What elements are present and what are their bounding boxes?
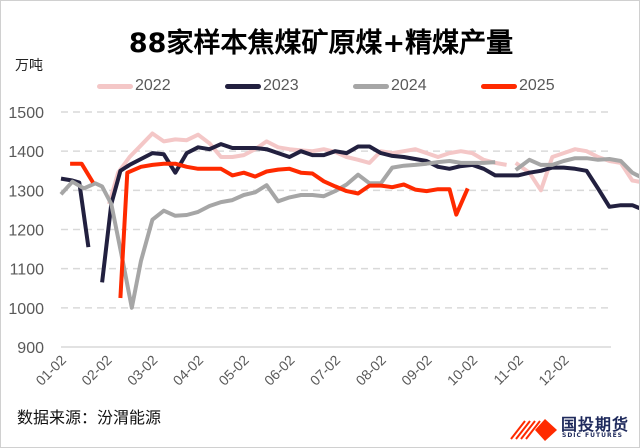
- x-tick-label: 05-02: [215, 352, 252, 389]
- y-tick-label: 1200: [8, 223, 44, 240]
- series-line-2025: [70, 161, 95, 184]
- x-tick-label: 10-02: [444, 352, 481, 389]
- series-line-2023: [100, 142, 639, 283]
- logo-mark-icon: [510, 419, 557, 441]
- series-line-2024: [59, 159, 496, 310]
- y-axis-unit-label: 万吨: [15, 58, 43, 74]
- y-tick-label: 900: [17, 340, 44, 357]
- legend-swatch-2025: [481, 83, 517, 89]
- legend-label-2025: 2025: [519, 77, 555, 94]
- legend-item-2023: 2023: [225, 77, 299, 95]
- x-tick-label: 04-02: [170, 352, 207, 389]
- logo-name: 国投期货: [561, 415, 630, 434]
- y-tick-label: 1000: [8, 301, 44, 318]
- legend-item-2022: 2022: [97, 77, 171, 95]
- legend-label-2023: 2023: [263, 77, 299, 94]
- y-tick-label: 1400: [8, 144, 44, 161]
- x-tick-label: 11-02: [490, 352, 526, 388]
- series-lines: [59, 131, 639, 310]
- y-tick-label: 1300: [8, 183, 44, 200]
- x-tick-label: 09-02: [398, 352, 435, 389]
- y-axis-ticks: 900 1000 1100 1200 1300 1400 1500: [8, 105, 44, 357]
- data-source-note: 数据来源：汾渭能源: [17, 408, 162, 427]
- gridlines: [61, 111, 611, 348]
- series-line-2022: [107, 131, 507, 205]
- legend-item-2025: 2025: [481, 77, 555, 95]
- y-tick-label: 1500: [8, 105, 44, 122]
- x-tick-label: 02-02: [78, 352, 115, 389]
- logo-subtitle: SDIC FUTURES: [562, 432, 624, 439]
- legend-label-2024: 2024: [391, 77, 427, 94]
- chart-title: 88家样本焦煤矿原煤+精煤产量: [128, 28, 514, 59]
- legend-swatch-2022: [97, 83, 133, 89]
- sdic-futures-logo: 国投期货 SDIC FUTURES: [509, 411, 639, 445]
- series-line-2022: [514, 147, 639, 193]
- chart-legend: 2022 2023 2024 2025: [1, 77, 639, 97]
- legend-swatch-2024: [353, 83, 389, 89]
- legend-item-2024: 2024: [353, 77, 427, 95]
- x-axis-ticks: 01-02 02-02 03-02 04-02 05-02 06-02 07-02 08-02…: [32, 352, 571, 389]
- x-tick-label: 07-02: [307, 352, 344, 389]
- x-tick-label: 08-02: [352, 352, 389, 389]
- x-tick-label: 12-02: [535, 352, 572, 389]
- series-line-2025: [118, 161, 470, 299]
- x-tick-label: 01-02: [32, 352, 69, 389]
- x-tick-label: 06-02: [261, 352, 298, 389]
- legend-swatch-2023: [225, 83, 261, 89]
- legend-label-2022: 2022: [135, 77, 171, 94]
- series-line-2024: [514, 156, 639, 179]
- y-tick-label: 1100: [10, 262, 45, 279]
- x-tick-label: 03-02: [124, 352, 161, 389]
